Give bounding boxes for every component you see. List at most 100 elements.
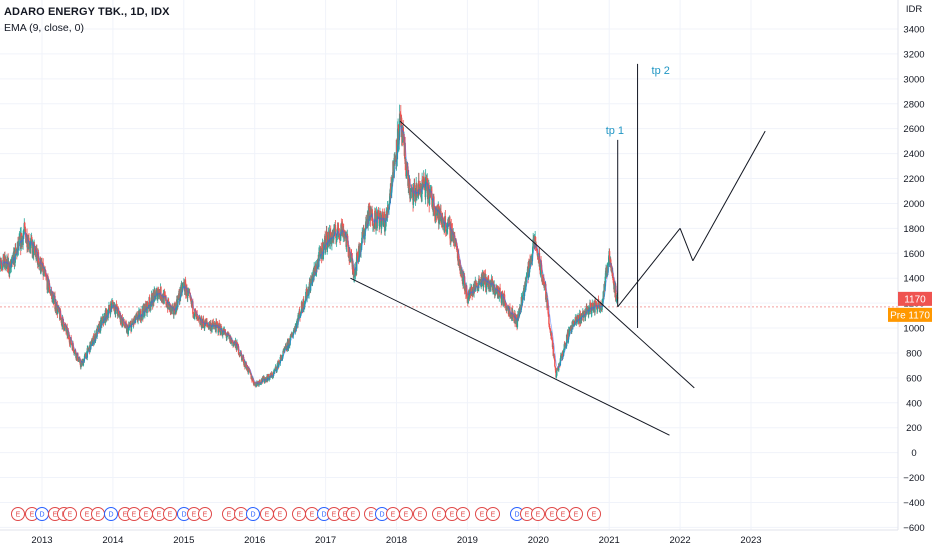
candle-body[interactable] [14, 247, 16, 263]
candle-body[interactable] [451, 229, 454, 240]
candle-body[interactable] [70, 337, 72, 344]
candle-body[interactable] [18, 238, 20, 247]
candle-body[interactable] [498, 289, 500, 298]
candle-body[interactable] [588, 308, 590, 315]
candle-body[interactable] [488, 282, 490, 289]
earnings-event-marker[interactable] [413, 507, 427, 521]
candle-body[interactable] [284, 348, 286, 350]
candle-body[interactable] [445, 222, 447, 232]
candle-body[interactable] [60, 317, 63, 323]
candle-body[interactable] [261, 379, 263, 382]
candle-body[interactable] [40, 262, 42, 271]
candle-body[interactable] [43, 270, 46, 274]
candle-body[interactable] [292, 331, 295, 336]
candle-body[interactable] [310, 278, 313, 283]
earnings-event-marker[interactable] [399, 507, 413, 521]
candle-body[interactable] [24, 229, 27, 234]
candle-body[interactable] [394, 159, 396, 165]
candle-body[interactable] [458, 253, 460, 260]
candle-body[interactable] [606, 273, 608, 278]
candle-body[interactable] [613, 283, 616, 290]
candle-body[interactable] [567, 332, 569, 341]
candle-body[interactable] [518, 309, 521, 317]
candle-body[interactable] [538, 253, 541, 267]
candle-body[interactable] [347, 240, 349, 252]
candle-body[interactable] [226, 336, 228, 338]
candle-body[interactable] [62, 324, 65, 330]
candle-body[interactable] [74, 349, 77, 355]
candle-body[interactable] [449, 221, 451, 239]
candle-body[interactable] [335, 237, 338, 243]
candle-body[interactable] [155, 289, 158, 292]
candle-body[interactable] [466, 296, 469, 303]
candle-body[interactable] [248, 368, 250, 371]
trendlines[interactable] [350, 63, 766, 436]
candle-body[interactable] [31, 242, 34, 254]
candle-body[interactable] [198, 317, 200, 319]
candle-body[interactable] [288, 340, 291, 346]
candle-body[interactable] [322, 242, 324, 258]
candle-body[interactable] [38, 263, 40, 267]
candle-body[interactable] [57, 308, 59, 314]
lower-channel-line[interactable] [350, 277, 670, 436]
candle-body[interactable] [39, 257, 42, 272]
candle-body[interactable] [318, 252, 320, 267]
candle-body[interactable] [136, 314, 139, 321]
candle-body[interactable] [51, 292, 54, 303]
dividend-event-marker[interactable] [104, 507, 118, 521]
candle-body[interactable] [554, 359, 556, 367]
candle-body[interactable] [270, 373, 272, 376]
candle-body[interactable] [176, 299, 178, 305]
candle-body[interactable] [177, 298, 179, 308]
candle-body[interactable] [333, 225, 336, 236]
candle-body[interactable] [418, 180, 420, 185]
candle-body[interactable] [200, 317, 203, 328]
candle-body[interactable] [306, 295, 308, 299]
candle-body[interactable] [105, 309, 108, 313]
candle-body[interactable] [411, 187, 414, 198]
candle-body[interactable] [597, 299, 600, 306]
candle-body[interactable] [131, 320, 133, 324]
earnings-event-marker[interactable] [273, 507, 287, 521]
candle-body[interactable] [543, 278, 545, 287]
candle-body[interactable] [80, 364, 82, 368]
candle-body[interactable] [442, 224, 444, 228]
candle-body[interactable] [522, 292, 525, 296]
candle-body[interactable] [245, 363, 248, 368]
candle-body[interactable] [240, 352, 243, 356]
candle-body[interactable] [165, 296, 167, 305]
candle-body[interactable] [72, 347, 75, 352]
candle-body[interactable] [196, 314, 198, 318]
candle-body[interactable] [254, 381, 256, 386]
candle-body[interactable] [471, 286, 473, 295]
candle-body[interactable] [369, 210, 371, 217]
candle-body[interactable] [275, 366, 277, 368]
candle-body[interactable] [144, 303, 146, 313]
candle-body[interactable] [362, 227, 365, 237]
candle-body[interactable] [341, 223, 343, 235]
earnings-event-marker[interactable] [346, 507, 360, 521]
candle-body[interactable] [465, 285, 468, 295]
candle-body[interactable] [96, 327, 98, 337]
candle-body[interactable] [392, 161, 395, 178]
candle-body[interactable] [468, 291, 470, 295]
candle-body[interactable] [421, 179, 423, 195]
candle-body[interactable] [267, 374, 270, 378]
candle-body[interactable] [584, 311, 586, 315]
candle-body[interactable] [410, 188, 413, 192]
candle-body[interactable] [475, 283, 478, 286]
candle-body[interactable] [154, 289, 156, 294]
candle-body[interactable] [520, 297, 523, 310]
candle-body[interactable] [462, 276, 465, 285]
candle-body[interactable] [274, 369, 276, 372]
candle-body[interactable] [259, 380, 261, 383]
candle-body[interactable] [396, 139, 398, 158]
candle-body[interactable] [282, 350, 284, 357]
candle-body[interactable] [53, 296, 55, 299]
candle-body[interactable] [586, 308, 588, 313]
candle-body[interactable] [604, 270, 607, 277]
candle-body[interactable] [434, 208, 436, 216]
candle-body[interactable] [107, 308, 110, 314]
candle-body[interactable] [178, 293, 180, 299]
candle-body[interactable] [574, 320, 576, 325]
